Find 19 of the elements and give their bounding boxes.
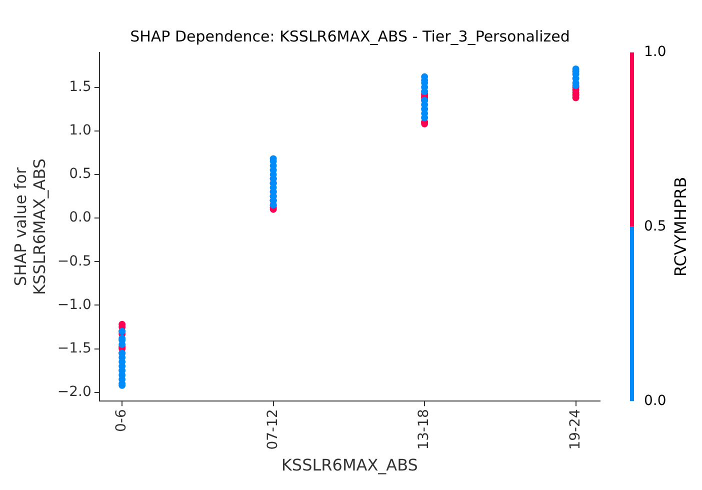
x-axis-title: KSSLR6MAX_ABS (281, 456, 418, 475)
color-bar-label: 0.0 (644, 392, 666, 409)
color-bar-title: RCVYMHPRB (671, 176, 690, 277)
y-tick-label: −0.5 (57, 253, 92, 270)
y-tick-label: −2.0 (57, 384, 92, 400)
y-tick-label: 1.0 (69, 122, 92, 138)
x-tick-label: 19-24 (567, 409, 584, 450)
y-tick-label: −1.0 (57, 296, 92, 313)
y-tick-label: 1.5 (69, 78, 92, 95)
x-tick-label: 0-6 (114, 409, 130, 432)
y-tick-label: 0.5 (69, 166, 92, 182)
x-tick-label: 13-18 (416, 409, 432, 450)
x-tick-label: 07-12 (264, 409, 281, 450)
y-tick-label: 0.0 (69, 210, 92, 226)
chart-title: SHAP Dependence: KSSLR6MAX_ABS - Tier_3_Personalized (130, 27, 570, 46)
color-bar-label: 1.0 (644, 44, 666, 60)
y-axis-title: SHAP value for KSSLR6MAX_ABS (10, 158, 49, 296)
color-bar-label: 0.5 (644, 218, 666, 234)
y-tick-label: −1.5 (57, 340, 92, 356)
